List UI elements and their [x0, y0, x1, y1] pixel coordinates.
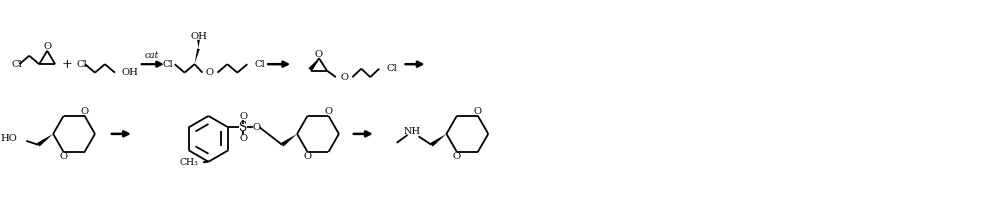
Text: O: O	[474, 107, 482, 116]
Text: cat: cat	[145, 51, 159, 60]
Text: O: O	[239, 134, 247, 143]
Polygon shape	[37, 134, 53, 147]
Polygon shape	[195, 48, 200, 64]
Text: O: O	[315, 50, 323, 59]
Text: NH: NH	[404, 127, 421, 136]
Text: O: O	[80, 107, 89, 116]
Text: S: S	[239, 121, 247, 134]
Polygon shape	[197, 40, 200, 48]
Text: HO: HO	[0, 134, 17, 143]
Text: CH₃: CH₃	[180, 158, 199, 167]
Polygon shape	[281, 134, 297, 147]
Text: O: O	[206, 68, 214, 77]
Text: Cl: Cl	[163, 60, 174, 69]
Text: OH: OH	[122, 68, 139, 77]
Text: Cl: Cl	[11, 60, 22, 69]
Text: Cl: Cl	[387, 64, 397, 73]
Polygon shape	[308, 58, 319, 71]
Text: O: O	[324, 107, 333, 116]
Text: O: O	[453, 152, 461, 161]
Text: O: O	[252, 123, 260, 132]
Text: O: O	[303, 152, 312, 161]
Text: OH: OH	[190, 32, 207, 41]
Text: Cl: Cl	[254, 60, 265, 69]
Text: O: O	[340, 73, 348, 82]
Text: O: O	[239, 112, 247, 121]
Text: Cl: Cl	[76, 60, 87, 69]
Text: O: O	[60, 152, 68, 161]
Text: O: O	[43, 42, 51, 51]
Polygon shape	[430, 134, 446, 147]
Text: +: +	[62, 58, 72, 71]
